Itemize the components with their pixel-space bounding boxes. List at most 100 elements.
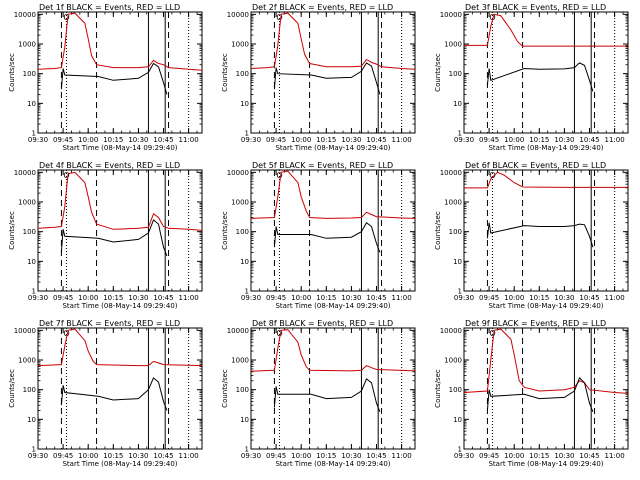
x-axis-label: Start Time (08-May-14 09:29:40): [275, 460, 390, 468]
x-tick-label: 10:30: [128, 136, 148, 144]
series-line-lld: [251, 12, 415, 70]
x-tick-label: 10:30: [341, 294, 361, 302]
x-tick-label: 09:30: [28, 452, 48, 460]
plot-frame: [37, 11, 203, 134]
x-tick-label: 09:30: [454, 294, 474, 302]
chart-title: Det 5f BLACK = Events, RED = LLD: [252, 161, 393, 170]
y-tick-label: 1000: [18, 357, 36, 365]
y-tick-label: 10000: [227, 327, 249, 335]
y-tick-label: 10: [27, 258, 36, 266]
x-axis-label: Start Time (08-May-14 09:29:40): [488, 144, 603, 152]
series-line-lld: [38, 12, 202, 71]
x-tick-label: 10:45: [153, 452, 173, 460]
plot-frame: [250, 169, 416, 292]
marker-label: O: [63, 171, 69, 180]
plot-frame: [250, 327, 416, 450]
y-tick-label: 1000: [18, 41, 36, 49]
y-tick-label: 100: [449, 228, 462, 236]
y-tick-label: 10: [27, 100, 36, 108]
y-tick-label: 1000: [444, 199, 462, 207]
y-axis-label: Counts/sec: [8, 53, 16, 92]
y-tick-label: 1000: [18, 199, 36, 207]
x-axis-label: Start Time (08-May-14 09:29:40): [62, 144, 177, 152]
y-tick-label: 10: [240, 258, 249, 266]
x-tick-label: 10:30: [554, 136, 574, 144]
x-tick-label: 09:45: [479, 294, 499, 302]
marker-label: O: [489, 171, 495, 180]
y-tick-label: 10000: [227, 169, 249, 177]
x-tick-label: 10:15: [103, 452, 123, 460]
x-tick-label: 10:30: [128, 452, 148, 460]
marker-label: O: [63, 329, 69, 338]
marker-label: O: [63, 13, 69, 22]
series-line-events: [60, 377, 168, 411]
x-tick-label: 09:30: [241, 294, 261, 302]
y-tick-label: 10000: [440, 11, 462, 19]
plot-frame: [463, 169, 629, 292]
x-tick-label: 09:30: [241, 452, 261, 460]
y-tick-label: 10000: [440, 169, 462, 177]
x-axis-label: Start Time (08-May-14 09:29:40): [488, 302, 603, 310]
y-tick-label: 10: [240, 100, 249, 108]
series-line-events: [60, 219, 168, 257]
y-tick-label: 1: [245, 130, 249, 138]
x-axis-label: Start Time (08-May-14 09:29:40): [62, 302, 177, 310]
marker-label: O: [276, 329, 282, 338]
chart-panel-6: Det 6f BLACK = Events, RED = LLD 1 10 100 10…: [434, 161, 629, 310]
marker-label: O: [489, 329, 495, 338]
x-tick-label: 11:00: [605, 452, 625, 460]
y-tick-label: 100: [449, 70, 462, 78]
chart-panel-5: Det 5f BLACK = Events, RED = LLD 1 10 100 10…: [221, 161, 416, 310]
x-tick-label: 10:30: [341, 136, 361, 144]
x-tick-label: 09:30: [28, 136, 48, 144]
y-tick-label: 100: [236, 228, 249, 236]
x-tick-label: 10:15: [316, 136, 336, 144]
x-tick-label: 10:15: [316, 294, 336, 302]
x-tick-label: 10:15: [529, 452, 549, 460]
x-axis-label: Start Time (08-May-14 09:29:40): [275, 144, 390, 152]
x-tick-label: 09:30: [241, 136, 261, 144]
marker-label: O: [489, 13, 495, 22]
series-line-lld: [464, 171, 628, 189]
plot-frame: [463, 11, 629, 134]
x-tick-label: 11:00: [179, 136, 199, 144]
y-tick-label: 1000: [231, 357, 249, 365]
series-line-lld: [251, 329, 415, 372]
series-line-lld: [38, 171, 202, 231]
y-axis-label: Counts/sec: [221, 211, 229, 250]
x-tick-label: 10:45: [366, 294, 386, 302]
y-tick-label: 1: [245, 446, 249, 454]
chart-panel-7: Det 7f BLACK = Events, RED = LLD 1 10 100 10…: [8, 319, 203, 468]
y-axis-label: Counts/sec: [434, 53, 442, 92]
y-tick-label: 10: [453, 100, 462, 108]
x-tick-label: 09:45: [479, 136, 499, 144]
series-line-events: [273, 378, 381, 412]
y-axis-label: Counts/sec: [221, 53, 229, 92]
y-tick-label: 10: [27, 416, 36, 424]
x-tick-label: 09:45: [479, 452, 499, 460]
chart-panel-1: Det 1f BLACK = Events, RED = LLD 1 10 100 10…: [8, 3, 203, 152]
x-tick-label: 11:00: [179, 294, 199, 302]
x-tick-label: 11:00: [392, 452, 412, 460]
x-tick-label: 10:00: [291, 452, 311, 460]
y-tick-label: 1000: [444, 41, 462, 49]
x-tick-label: 10:30: [554, 452, 574, 460]
y-tick-label: 100: [236, 70, 249, 78]
y-tick-label: 100: [23, 386, 36, 394]
x-tick-label: 09:30: [454, 452, 474, 460]
x-tick-label: 11:00: [605, 136, 625, 144]
chart-title: Det 7f BLACK = Events, RED = LLD: [39, 319, 180, 328]
chart-title: Det 9f BLACK = Events, RED = LLD: [465, 319, 606, 328]
chart-title: Det 2f BLACK = Events, RED = LLD: [252, 3, 393, 12]
x-tick-label: 10:45: [366, 452, 386, 460]
x-tick-label: 10:15: [316, 452, 336, 460]
x-tick-label: 10:00: [504, 294, 524, 302]
chart-title: Det 1f BLACK = Events, RED = LLD: [39, 3, 180, 12]
series-line-lld: [464, 13, 628, 47]
x-tick-label: 10:45: [366, 136, 386, 144]
y-tick-label: 1: [32, 446, 36, 454]
y-tick-label: 100: [449, 386, 462, 394]
plot-frame: [37, 169, 203, 292]
chart-panel-2: Det 2f BLACK = Events, RED = LLD 1 10 100 10…: [221, 3, 416, 152]
